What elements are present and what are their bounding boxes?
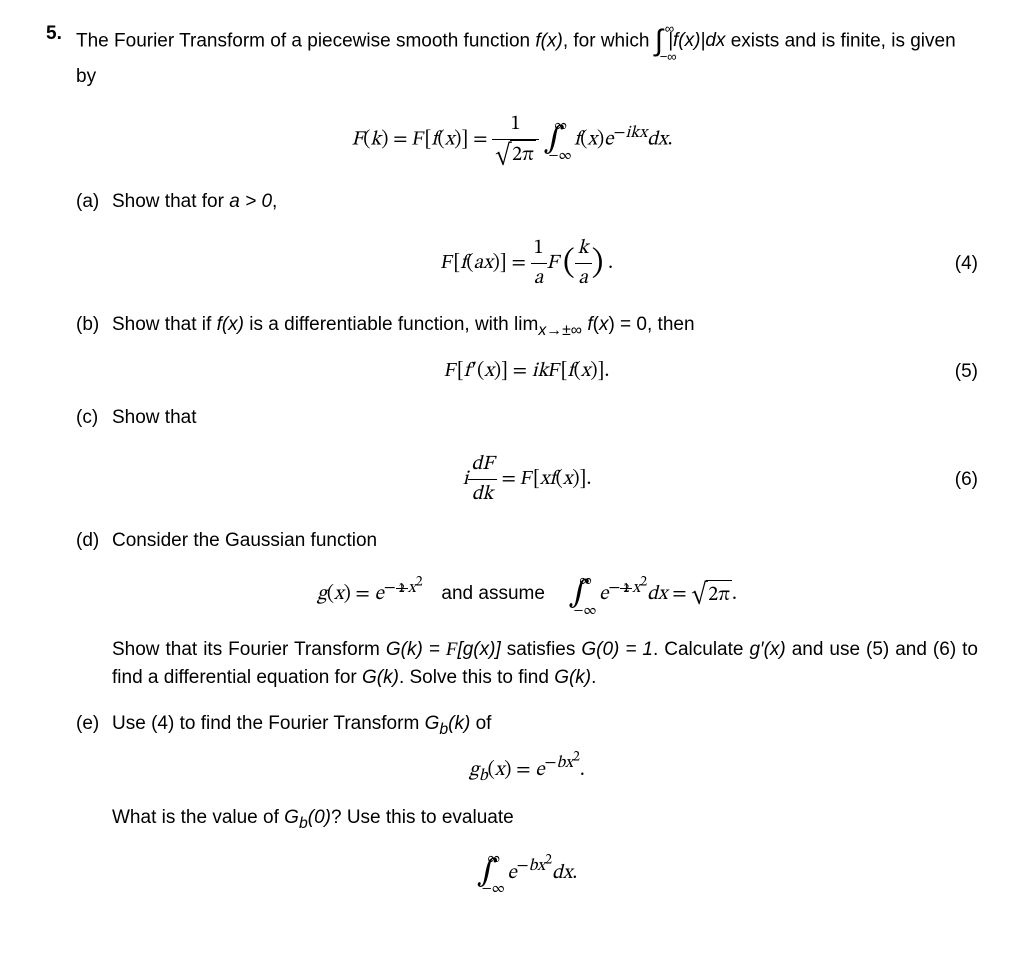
d-m2: G(0) = 1 — [581, 639, 653, 660]
part-b-math-2: limx→±∞ f(x) = 0 — [514, 314, 647, 335]
d-p5: . Solve this to find — [399, 667, 554, 688]
part-a: (a) Show that for a > 0, — [76, 188, 978, 220]
e-t2: of — [470, 713, 491, 734]
part-c: (c) Show that — [76, 404, 978, 436]
eq-4: F[f(ax)] = 1aF (ka) . (4) — [76, 234, 978, 293]
part-b-text-1: Show that if — [112, 314, 217, 335]
eq-6-label: (6) — [955, 466, 978, 494]
part-e-label: (e) — [76, 710, 112, 738]
part-a-math-1: a > 0 — [229, 191, 272, 212]
part-a-text-1: Show that for — [112, 191, 229, 212]
part-d-text-1: Consider the Gaussian function — [112, 530, 377, 551]
part-e: (e) Use (4) to find the Fourier Transfor… — [76, 710, 978, 742]
eq-d1-mid: and assume — [441, 584, 545, 605]
d-m3: g′(x) — [749, 639, 785, 660]
e-t1: Use (4) to find the Fourier Transform — [112, 713, 425, 734]
question-header: 5. The Fourier Transform of a piecewise … — [46, 20, 978, 96]
eq-5-label: (5) — [955, 358, 978, 386]
d-p2: satisfies — [501, 639, 582, 660]
part-b: (b) Show that if f(x) is a differentiabl… — [76, 311, 978, 343]
eq-4-label: (4) — [955, 250, 978, 278]
d-m1: G(k) = F[g(x)] — [386, 639, 501, 660]
part-d-para: Show that its Fourier Transform G(k) = F… — [112, 636, 978, 691]
eq-e1: gb(x) = e−bx2. — [76, 756, 978, 785]
question-number: 5. — [46, 20, 76, 48]
part-a-text-2: , — [272, 191, 277, 212]
part-b-text-2: is a differentiable function, with — [244, 314, 514, 335]
part-e-para: What is the value of Gb(0)? Use this to … — [112, 804, 978, 832]
eq-definition: F(k) = F[f(x)] = 1√2π ∫−∞∞ f(x)e−ikxdx. — [46, 110, 978, 170]
e-t4: ? Use this to evaluate — [331, 807, 514, 828]
d-m4: G(k) — [362, 667, 399, 688]
eq-5: F[f ′(x)] = ikF[f(x)]. (5) — [76, 356, 978, 386]
eq-6: idFdk = F[xf(x)]. (6) — [76, 450, 978, 509]
part-c-label: (c) — [76, 404, 112, 432]
eq-d1: g(x) = e−12x2 and assume ∫−∞∞ e−12x2dx =… — [76, 572, 978, 617]
part-b-math-1: f(x) — [217, 314, 244, 335]
part-d-label: (d) — [76, 527, 112, 555]
part-d: (d) Consider the Gaussian function — [76, 527, 978, 559]
e-m2: Gb(0) — [284, 807, 331, 828]
parts-container: (a) Show that for a > 0, F[f(ax)] = 1aF … — [76, 188, 978, 895]
page: 5. The Fourier Transform of a piecewise … — [0, 0, 1024, 979]
part-b-label: (b) — [76, 311, 112, 339]
intro-text-2: , for which — [563, 30, 655, 51]
d-p1: Show that its Fourier Transform — [112, 639, 386, 660]
intro-math-fx: f(x) — [535, 30, 562, 51]
eq-e2: ∫−∞∞ e−bx2dx. — [76, 851, 978, 896]
part-c-text-1: Show that — [112, 407, 197, 428]
d-p3: . Calculate — [653, 639, 749, 660]
e-m1: Gb(k) — [425, 713, 471, 734]
intro-math-int: ∫−∞∞ |f(x)|dx — [655, 30, 726, 51]
d-m5: G(k) — [554, 667, 591, 688]
part-a-label: (a) — [76, 188, 112, 216]
part-b-text-3: , then — [647, 314, 695, 335]
d-p6: . — [591, 667, 596, 688]
question-intro: The Fourier Transform of a piecewise smo… — [76, 20, 978, 96]
e-t3: What is the value of — [112, 807, 284, 828]
intro-text-1: The Fourier Transform of a piecewise smo… — [76, 30, 535, 51]
